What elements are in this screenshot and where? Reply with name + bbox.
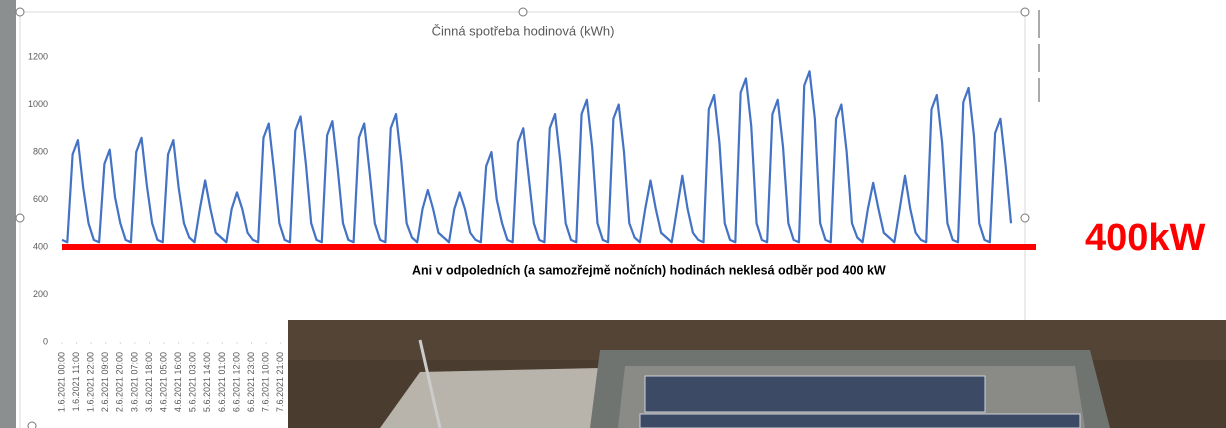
x-tick-label: 7.6.2021 10:00: [260, 352, 270, 412]
y-tick-label: 600: [33, 194, 48, 204]
handle: [519, 8, 527, 16]
x-tick-label: 6.6.2021 23:00: [246, 352, 256, 412]
page: Činná spotřeba hodinová (kWh) 0 200 400 600…: [0, 0, 1226, 428]
handle: [28, 422, 36, 428]
x-tick-label: 2.6.2021 09:00: [100, 352, 110, 412]
background-photo-strip: [0, 0, 16, 428]
y-tick-label: 400: [33, 241, 48, 251]
x-tick-label: 3.6.2021 18:00: [144, 352, 154, 412]
y-tick-label: 1200: [28, 51, 48, 61]
callout: 400kW: [1085, 217, 1206, 259]
x-tick-label: 2.6.2021 20:00: [115, 352, 125, 412]
x-tick-label: 7.6.2021 21:00: [275, 352, 285, 412]
x-tick-label: 1.6.2021 11:00: [71, 352, 81, 411]
x-tick-label: 6.6.2021 12:00: [231, 352, 241, 412]
handle: [1021, 214, 1029, 222]
x-tick-label: 4.6.2021 16:00: [173, 352, 183, 412]
annotation: Ani v odpoledních (a samozřejmě nočních)…: [412, 263, 886, 277]
handle: [16, 8, 24, 16]
y-tick-label: 200: [33, 289, 48, 299]
x-tick-label: 3.6.2021 07:00: [129, 352, 139, 412]
solar-panels: [640, 414, 1080, 428]
roof-photo: [288, 320, 1226, 428]
slide: Činná spotřeba hodinová (kWh) 0 200 400 600…: [0, 0, 1226, 428]
chart-title: Činná spotřeba hodinová (kWh): [432, 23, 615, 38]
x-tick-label: 1.6.2021 00:00: [56, 352, 66, 412]
x-tick-label: 5.6.2021 14:00: [202, 352, 212, 412]
y-tick-label: 0: [43, 336, 48, 346]
y-tick-label: 800: [33, 146, 48, 156]
handle: [1021, 8, 1029, 16]
y-tick-label: 1000: [28, 99, 48, 109]
solar-panels: [645, 376, 985, 412]
x-tick-label: 4.6.2021 05:00: [158, 352, 168, 412]
x-tick-label: 6.6.2021 01:00: [217, 352, 227, 412]
handle: [16, 214, 24, 222]
x-tick-label: 1.6.2021 22:00: [86, 352, 96, 412]
x-tick-label: 5.6.2021 03:00: [188, 352, 198, 412]
